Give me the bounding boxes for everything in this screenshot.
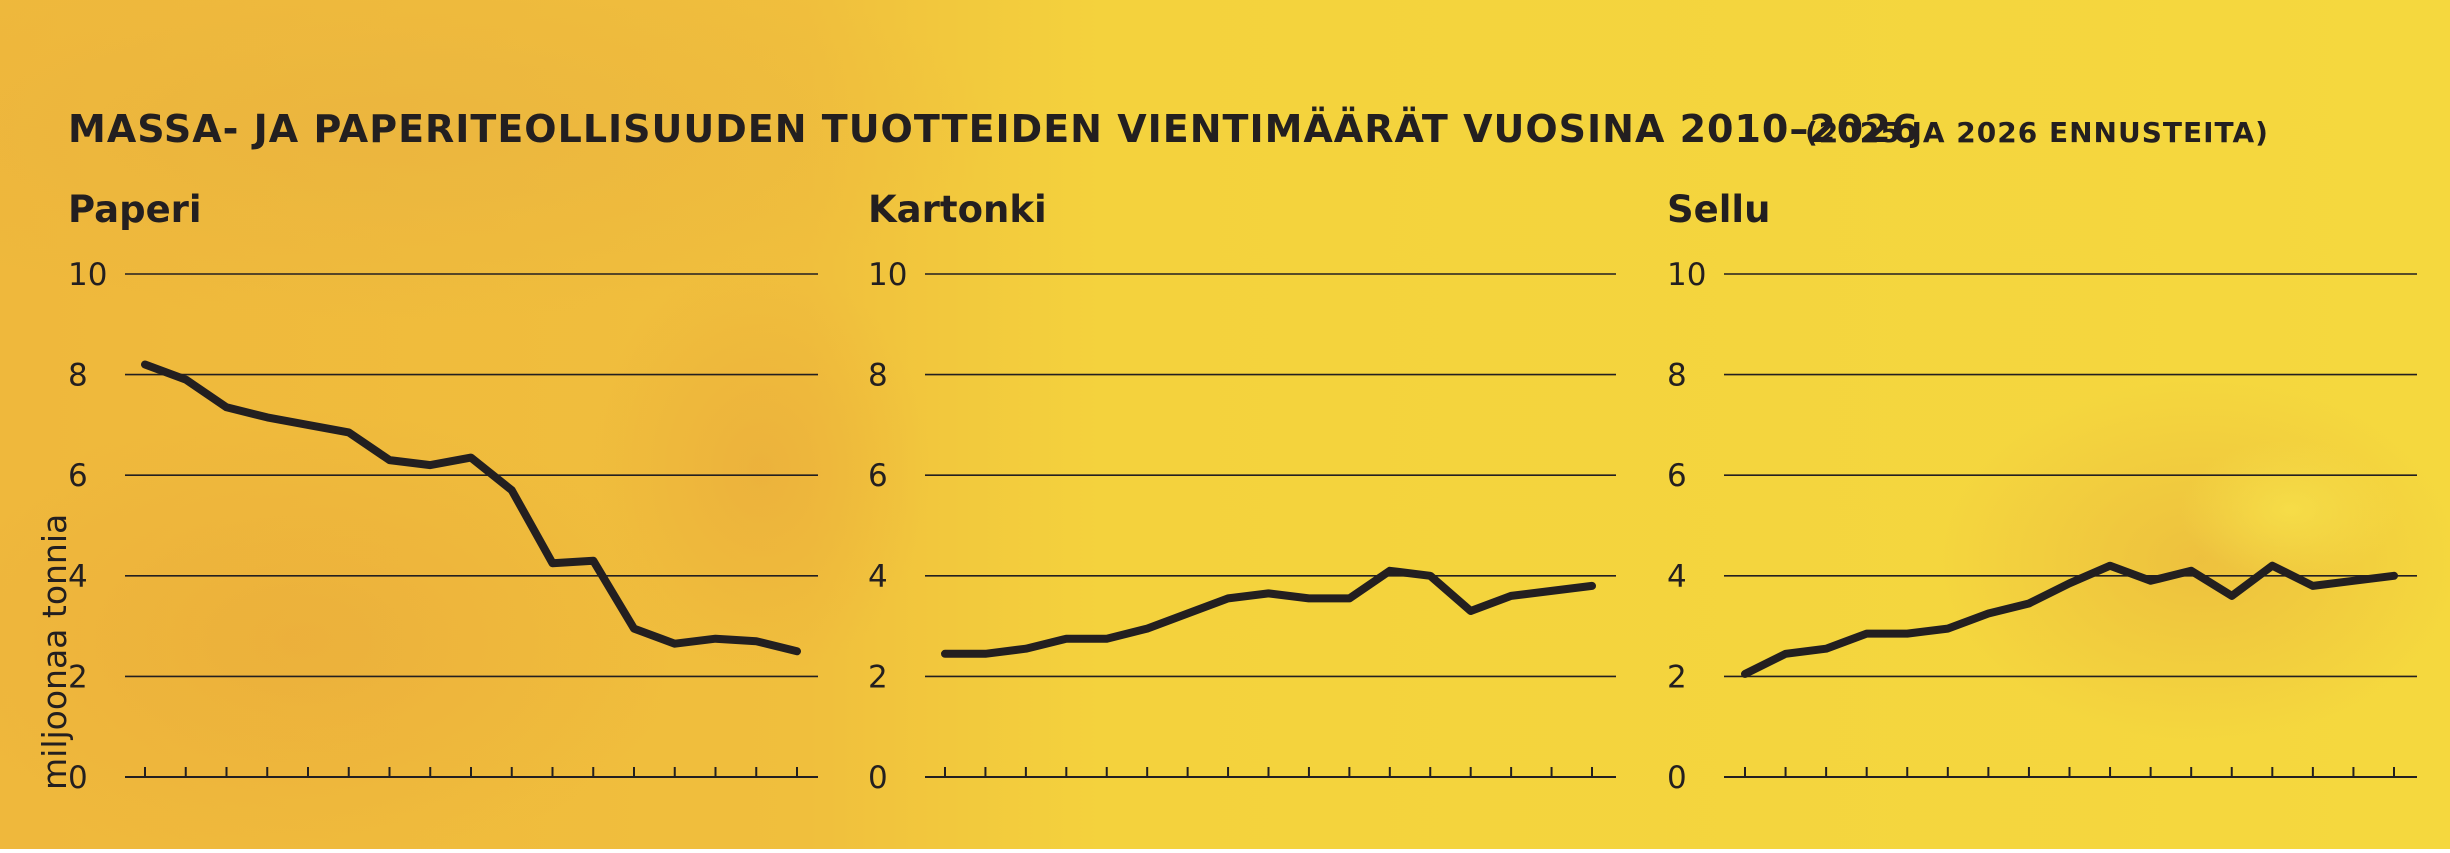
y-tick-label: 8 xyxy=(68,358,88,394)
chart-panels: Paperi 0 2 4 6 8 10 miljoonaa tonnia Kartonki 0 2 4… xyxy=(35,188,2417,796)
y-axis-label: miljoonaa tonnia xyxy=(35,514,74,790)
chart-panel-1: Kartonki 0 2 4 6 8 10 xyxy=(868,188,1616,796)
y-tick-label: 2 xyxy=(868,659,888,695)
y-tick-label: 8 xyxy=(868,358,888,394)
y-tick-label: 0 xyxy=(1667,760,1687,796)
chart-panel-2: Sellu 0 2 4 6 8 10 xyxy=(1667,188,2417,796)
panel-title: Sellu xyxy=(1667,188,1770,231)
y-tick-label: 2 xyxy=(68,659,88,695)
y-tick-label: 4 xyxy=(868,559,888,595)
panel-title: Kartonki xyxy=(868,188,1047,231)
chart-panel-0: Paperi 0 2 4 6 8 10 miljoonaa tonnia xyxy=(35,188,818,796)
chart-subtitle: (2025 JA 2026 ENNUSTEITA) xyxy=(1805,116,2269,149)
y-tick-label: 4 xyxy=(68,559,88,595)
series-line xyxy=(141,360,801,656)
chart-title: MASSA- JA PAPERITEOLLISUUDEN TUOTTEIDEN … xyxy=(68,107,1919,151)
y-tick-label: 6 xyxy=(1667,458,1687,494)
chart-header: MASSA- JA PAPERITEOLLISUUDEN TUOTTEIDEN … xyxy=(68,107,2269,151)
y-tick-label: 6 xyxy=(868,458,888,494)
y-tick-label: 10 xyxy=(868,257,907,293)
y-tick-label: 10 xyxy=(1667,257,1706,293)
y-tick-label: 0 xyxy=(868,760,888,796)
series-line xyxy=(941,566,1596,658)
panel-title: Paperi xyxy=(68,188,202,231)
y-tick-label: 4 xyxy=(1667,559,1687,595)
y-tick-label: 0 xyxy=(68,760,88,796)
y-tick-label: 10 xyxy=(68,257,107,293)
y-tick-label: 2 xyxy=(1667,659,1687,695)
series-line xyxy=(1741,561,2398,678)
y-tick-label: 8 xyxy=(1667,358,1687,394)
y-tick-label: 6 xyxy=(68,458,88,494)
